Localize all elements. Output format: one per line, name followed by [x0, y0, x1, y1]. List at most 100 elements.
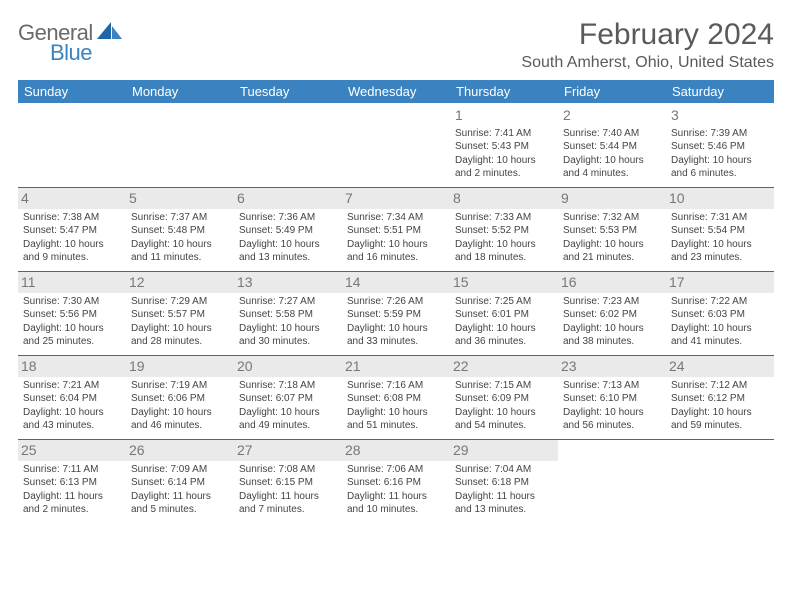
- day-info: Sunrise: 7:16 AMSunset: 6:08 PMDaylight:…: [347, 379, 445, 433]
- day-info: Sunrise: 7:37 AMSunset: 5:48 PMDaylight:…: [131, 211, 229, 265]
- day-number: 19: [126, 356, 234, 377]
- day-number: 24: [666, 356, 774, 377]
- calendar-empty-cell: [126, 103, 234, 187]
- calendar-day-cell: 1 Sunrise: 7:41 AMSunset: 5:43 PMDaylight…: [450, 103, 558, 187]
- calendar-day-cell: 29Sunrise: 7:04 AMSunset: 6:18 PMDayligh…: [450, 439, 558, 523]
- day-number: 18: [18, 356, 126, 377]
- calendar-empty-cell: [234, 103, 342, 187]
- calendar-day-cell: 12Sunrise: 7:29 AMSunset: 5:57 PMDayligh…: [126, 271, 234, 355]
- calendar-day-cell: 21Sunrise: 7:16 AMSunset: 6:08 PMDayligh…: [342, 355, 450, 439]
- calendar-empty-cell: [342, 103, 450, 187]
- week-header-cell: Wednesday: [342, 80, 450, 103]
- day-number: 14: [342, 272, 450, 293]
- day-info: Sunrise: 7:18 AMSunset: 6:07 PMDaylight:…: [239, 379, 337, 433]
- day-number: 1: [455, 106, 553, 125]
- day-info: Sunrise: 7:11 AMSunset: 6:13 PMDaylight:…: [23, 463, 121, 517]
- day-info: Sunrise: 7:22 AMSunset: 6:03 PMDaylight:…: [671, 295, 769, 349]
- calendar-day-cell: 13Sunrise: 7:27 AMSunset: 5:58 PMDayligh…: [234, 271, 342, 355]
- day-info: Sunrise: 7:13 AMSunset: 6:10 PMDaylight:…: [563, 379, 661, 433]
- calendar-day-cell: 25Sunrise: 7:11 AMSunset: 6:13 PMDayligh…: [18, 439, 126, 523]
- calendar-empty-cell: [18, 103, 126, 187]
- week-header-cell: Saturday: [666, 80, 774, 103]
- calendar-day-cell: 24Sunrise: 7:12 AMSunset: 6:12 PMDayligh…: [666, 355, 774, 439]
- calendar-day-cell: 3 Sunrise: 7:39 AMSunset: 5:46 PMDaylight…: [666, 103, 774, 187]
- day-info: Sunrise: 7:26 AMSunset: 5:59 PMDaylight:…: [347, 295, 445, 349]
- calendar-day-cell: 16Sunrise: 7:23 AMSunset: 6:02 PMDayligh…: [558, 271, 666, 355]
- calendar-day-cell: 22Sunrise: 7:15 AMSunset: 6:09 PMDayligh…: [450, 355, 558, 439]
- calendar-day-cell: 6Sunrise: 7:36 AMSunset: 5:49 PMDaylight…: [234, 187, 342, 271]
- calendar-day-cell: 23Sunrise: 7:13 AMSunset: 6:10 PMDayligh…: [558, 355, 666, 439]
- week-header-cell: Friday: [558, 80, 666, 103]
- calendar-empty-cell: [666, 439, 774, 523]
- day-number: 20: [234, 356, 342, 377]
- calendar-day-cell: 20Sunrise: 7:18 AMSunset: 6:07 PMDayligh…: [234, 355, 342, 439]
- calendar-day-cell: 26Sunrise: 7:09 AMSunset: 6:14 PMDayligh…: [126, 439, 234, 523]
- day-number: 3: [671, 106, 769, 125]
- day-info: Sunrise: 7:34 AMSunset: 5:51 PMDaylight:…: [347, 211, 445, 265]
- day-number: 26: [126, 440, 234, 461]
- week-header-cell: Thursday: [450, 80, 558, 103]
- day-number: 29: [450, 440, 558, 461]
- logo-sail-icon: [97, 22, 123, 40]
- week-header-row: SundayMondayTuesdayWednesdayThursdayFrid…: [18, 80, 774, 103]
- day-info: Sunrise: 7:23 AMSunset: 6:02 PMDaylight:…: [563, 295, 661, 349]
- calendar-table: SundayMondayTuesdayWednesdayThursdayFrid…: [18, 80, 774, 523]
- calendar-row: 4Sunrise: 7:38 AMSunset: 5:47 PMDaylight…: [18, 187, 774, 271]
- day-number: 7: [342, 188, 450, 209]
- calendar-empty-cell: [558, 439, 666, 523]
- calendar-day-cell: 11Sunrise: 7:30 AMSunset: 5:56 PMDayligh…: [18, 271, 126, 355]
- day-number: 11: [18, 272, 126, 293]
- calendar-row: 1 Sunrise: 7:41 AMSunset: 5:43 PMDaylight…: [18, 103, 774, 187]
- day-number: 12: [126, 272, 234, 293]
- day-info: Sunrise: 7:19 AMSunset: 6:06 PMDaylight:…: [131, 379, 229, 433]
- calendar-day-cell: 27Sunrise: 7:08 AMSunset: 6:15 PMDayligh…: [234, 439, 342, 523]
- page-title: February 2024: [521, 18, 774, 52]
- day-info: Sunrise: 7:39 AMSunset: 5:46 PMDaylight:…: [671, 127, 769, 181]
- day-number: 16: [558, 272, 666, 293]
- day-info: Sunrise: 7:33 AMSunset: 5:52 PMDaylight:…: [455, 211, 553, 265]
- calendar-row: 18Sunrise: 7:21 AMSunset: 6:04 PMDayligh…: [18, 355, 774, 439]
- header: General Blue February 2024 South Amherst…: [18, 18, 774, 72]
- day-number: 15: [450, 272, 558, 293]
- logo-text-blue: Blue: [50, 40, 92, 66]
- calendar-row: 11Sunrise: 7:30 AMSunset: 5:56 PMDayligh…: [18, 271, 774, 355]
- week-header-cell: Monday: [126, 80, 234, 103]
- day-info: Sunrise: 7:08 AMSunset: 6:15 PMDaylight:…: [239, 463, 337, 517]
- day-number: 4: [18, 188, 126, 209]
- day-info: Sunrise: 7:06 AMSunset: 6:16 PMDaylight:…: [347, 463, 445, 517]
- calendar-body: 1 Sunrise: 7:41 AMSunset: 5:43 PMDaylight…: [18, 103, 774, 523]
- calendar-row: 25Sunrise: 7:11 AMSunset: 6:13 PMDayligh…: [18, 439, 774, 523]
- day-number: 21: [342, 356, 450, 377]
- day-info: Sunrise: 7:41 AMSunset: 5:43 PMDaylight:…: [455, 127, 553, 181]
- calendar-day-cell: 18Sunrise: 7:21 AMSunset: 6:04 PMDayligh…: [18, 355, 126, 439]
- day-info: Sunrise: 7:12 AMSunset: 6:12 PMDaylight:…: [671, 379, 769, 433]
- location-subtitle: South Amherst, Ohio, United States: [521, 54, 774, 72]
- day-number: 2: [563, 106, 661, 125]
- day-info: Sunrise: 7:38 AMSunset: 5:47 PMDaylight:…: [23, 211, 121, 265]
- title-block: February 2024 South Amherst, Ohio, Unite…: [521, 18, 774, 72]
- day-number: 9: [558, 188, 666, 209]
- day-number: 17: [666, 272, 774, 293]
- day-number: 22: [450, 356, 558, 377]
- calendar-day-cell: 10Sunrise: 7:31 AMSunset: 5:54 PMDayligh…: [666, 187, 774, 271]
- day-number: 10: [666, 188, 774, 209]
- calendar-day-cell: 5Sunrise: 7:37 AMSunset: 5:48 PMDaylight…: [126, 187, 234, 271]
- day-info: Sunrise: 7:27 AMSunset: 5:58 PMDaylight:…: [239, 295, 337, 349]
- calendar-day-cell: 7Sunrise: 7:34 AMSunset: 5:51 PMDaylight…: [342, 187, 450, 271]
- calendar-day-cell: 2Sunrise: 7:40 AMSunset: 5:44 PMDaylight…: [558, 103, 666, 187]
- day-info: Sunrise: 7:31 AMSunset: 5:54 PMDaylight:…: [671, 211, 769, 265]
- day-info: Sunrise: 7:36 AMSunset: 5:49 PMDaylight:…: [239, 211, 337, 265]
- day-number: 23: [558, 356, 666, 377]
- day-number: 27: [234, 440, 342, 461]
- day-info: Sunrise: 7:21 AMSunset: 6:04 PMDaylight:…: [23, 379, 121, 433]
- day-number: 28: [342, 440, 450, 461]
- calendar-day-cell: 15Sunrise: 7:25 AMSunset: 6:01 PMDayligh…: [450, 271, 558, 355]
- day-number: 25: [18, 440, 126, 461]
- calendar-day-cell: 17Sunrise: 7:22 AMSunset: 6:03 PMDayligh…: [666, 271, 774, 355]
- calendar-day-cell: 19Sunrise: 7:19 AMSunset: 6:06 PMDayligh…: [126, 355, 234, 439]
- logo: General Blue: [18, 18, 123, 66]
- calendar-day-cell: 9Sunrise: 7:32 AMSunset: 5:53 PMDaylight…: [558, 187, 666, 271]
- day-info: Sunrise: 7:30 AMSunset: 5:56 PMDaylight:…: [23, 295, 121, 349]
- calendar-day-cell: 4Sunrise: 7:38 AMSunset: 5:47 PMDaylight…: [18, 187, 126, 271]
- day-number: 8: [450, 188, 558, 209]
